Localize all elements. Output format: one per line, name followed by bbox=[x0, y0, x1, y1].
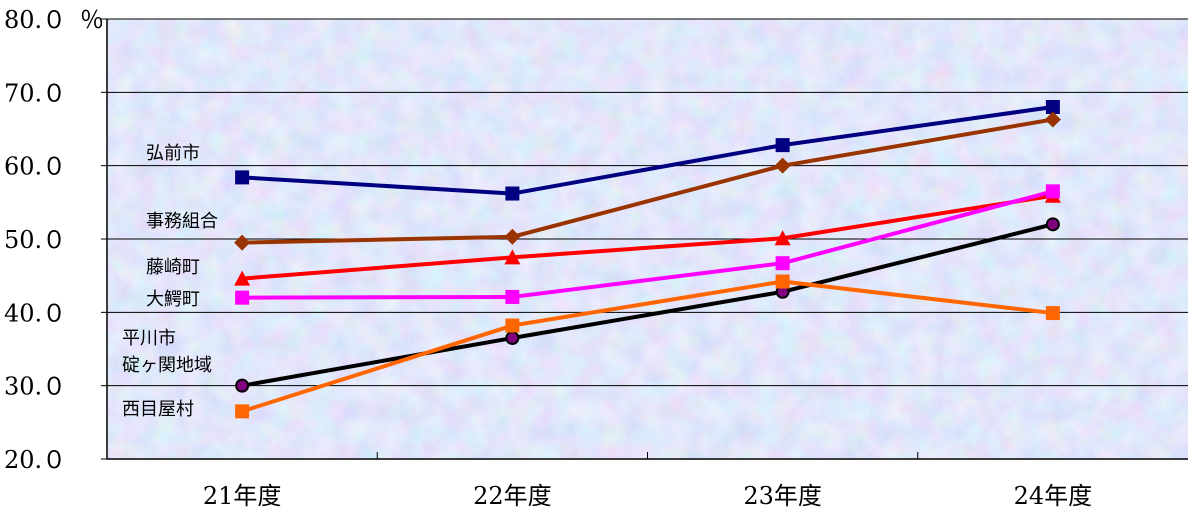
data-point bbox=[1045, 184, 1060, 199]
y-tick-label: 50.０ bbox=[4, 226, 66, 254]
data-point bbox=[1045, 217, 1060, 232]
data-point bbox=[235, 290, 250, 305]
data-point bbox=[505, 331, 520, 345]
series-1 bbox=[234, 111, 1061, 251]
series-label: 弘前市 bbox=[146, 143, 200, 164]
y-axis-ticks: 20.０ 30.０ 40.０ 50.０ 60.０ 70.０ 80.０ ％ bbox=[4, 6, 104, 474]
data-point bbox=[505, 186, 520, 201]
data-point bbox=[1045, 100, 1060, 114]
series-line bbox=[241, 222, 1054, 388]
series-line bbox=[242, 117, 1054, 245]
x-tick-label: 23年度 bbox=[743, 482, 822, 510]
data-point bbox=[775, 274, 790, 289]
data-point bbox=[504, 249, 521, 265]
series-label: 西目屋村 bbox=[122, 399, 194, 420]
y-tick-label: 40.０ bbox=[4, 299, 66, 327]
data-point bbox=[235, 378, 250, 393]
series-layer bbox=[234, 100, 1061, 419]
y-tick-label: 60.０ bbox=[4, 153, 66, 181]
x-axis-ticks: 21年度 22年度 23年度 24年度 bbox=[203, 482, 1092, 510]
x-tick-label: 24年度 bbox=[1014, 482, 1093, 510]
y-tick-label: 30.０ bbox=[4, 373, 66, 401]
series-label: 大鰐町 bbox=[146, 289, 200, 310]
axes bbox=[101, 18, 1188, 460]
series-label: 平川市 bbox=[122, 328, 176, 349]
series-3 bbox=[235, 184, 1060, 305]
series-line bbox=[241, 193, 1054, 281]
data-point bbox=[234, 234, 251, 251]
data-point bbox=[235, 170, 250, 185]
x-tick-label: 21年度 bbox=[203, 482, 282, 510]
y-tick-label: 20.０ bbox=[4, 446, 66, 474]
data-point bbox=[775, 256, 790, 271]
data-point bbox=[775, 138, 790, 153]
data-point bbox=[1045, 306, 1060, 321]
series-line bbox=[241, 279, 1054, 414]
series-label: 事務組合 bbox=[146, 211, 218, 232]
x-tick-label: 22年度 bbox=[473, 482, 552, 510]
series-line bbox=[242, 105, 1054, 196]
data-point bbox=[1044, 111, 1061, 128]
y-tick-label: 80.０ bbox=[4, 6, 66, 34]
series-label: 碇ヶ関地域 bbox=[122, 355, 212, 376]
series-6 bbox=[235, 274, 1060, 419]
series-0 bbox=[235, 100, 1060, 201]
y-tick-label: 70.０ bbox=[4, 79, 66, 107]
gridlines bbox=[107, 18, 1188, 387]
data-point bbox=[235, 404, 250, 419]
data-point bbox=[505, 289, 520, 304]
data-point bbox=[774, 157, 791, 174]
data-point bbox=[505, 318, 520, 333]
y-unit-label: ％ bbox=[80, 6, 104, 34]
series-5 bbox=[235, 217, 1060, 393]
series-line bbox=[242, 189, 1054, 300]
data-point bbox=[234, 270, 251, 286]
data-point bbox=[504, 228, 521, 245]
series-label: 藤崎町 bbox=[146, 257, 200, 278]
data-point bbox=[774, 230, 791, 246]
